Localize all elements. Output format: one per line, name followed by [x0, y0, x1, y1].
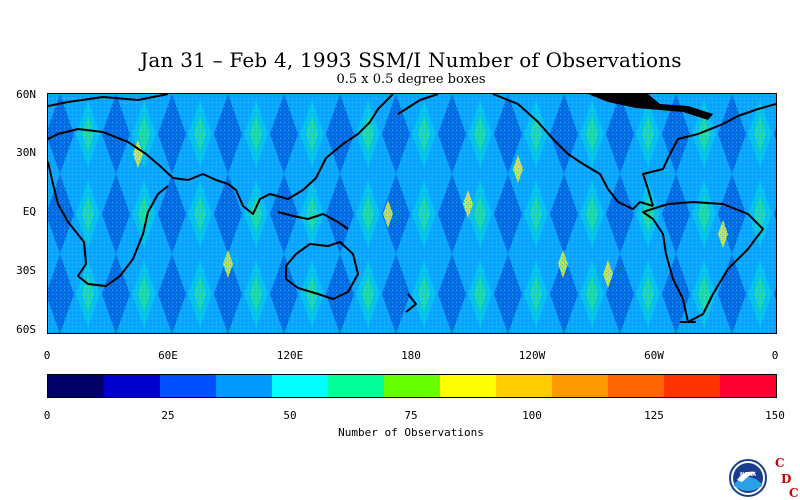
coast-indonesia [277, 211, 349, 230]
noaa-emblem-bird [737, 471, 756, 482]
polar-no-data [588, 94, 713, 120]
colorbar-segment [496, 375, 552, 397]
lat-label-30s: 30S [16, 264, 36, 277]
colorbar-tick-150: 150 [765, 409, 785, 422]
cdc-letter-d: D [781, 472, 791, 486]
colorbar-segment [664, 375, 720, 397]
stipple-texture [48, 94, 776, 333]
colorbar-segment [384, 375, 440, 397]
lon-label-0-west: 0 [43, 349, 51, 362]
colorbar-tick-75: 75 [404, 409, 418, 422]
lat-label-60s: 60S [16, 323, 36, 336]
colorbar-title: Number of Observations [338, 426, 484, 439]
heatmap-svg [48, 94, 776, 333]
coast-south-america [642, 201, 764, 323]
colorbar-tick-100: 100 [522, 409, 542, 422]
noaa-emblem-text: NOAA [740, 472, 756, 478]
colorbar-segment [48, 375, 104, 397]
colorbar-segment [104, 375, 160, 397]
cdc-letter-c2: C [789, 486, 799, 500]
colorbar-tick-125: 125 [644, 409, 664, 422]
coast-africa [48, 161, 169, 287]
lon-label-180: 180 [401, 349, 421, 362]
lon-label-120e: 120E [276, 349, 304, 362]
coast-kamchatka [397, 94, 439, 115]
colorbar-segment [160, 375, 216, 397]
lon-label-60w: 60W [644, 349, 664, 362]
lat-label-eq: EQ [22, 205, 36, 218]
colorbar-segment [440, 375, 496, 397]
coast-north-america-east [642, 103, 776, 207]
colorbar-tick-0: 0 [43, 409, 51, 422]
map-subtitle: 0.5 x 0.5 degree boxes [336, 72, 486, 87]
observation-heatmap [47, 93, 777, 334]
colorbar [47, 374, 777, 398]
colorbar-tick-25: 25 [161, 409, 175, 422]
coast-australia [285, 241, 359, 300]
map-title: Jan 31 – Feb 4, 1993 SSM/I Number of Obs… [140, 48, 682, 72]
lat-label-30n: 30N [16, 146, 36, 159]
coast-north-africa-mideast [48, 128, 217, 181]
coast-europe-north [48, 94, 169, 107]
colorbar-segment [328, 375, 384, 397]
lon-label-120w: 120W [518, 349, 546, 362]
noaa-cdc-logo: NOAA C D C [729, 456, 799, 500]
colorbar-segment [608, 375, 664, 397]
coast-north-america-west [492, 94, 654, 210]
coast-asia [215, 94, 394, 215]
lon-label-0-east: 0 [771, 349, 779, 362]
coast-new-zealand [405, 293, 417, 313]
arctic-no-data-region [588, 94, 713, 120]
lat-label-60n: 60N [16, 88, 36, 101]
colorbar-segment [216, 375, 272, 397]
coastlines [48, 94, 776, 323]
colorbar-segment [272, 375, 328, 397]
colorbar-tick-50: 50 [283, 409, 297, 422]
lon-label-60e: 60E [158, 349, 178, 362]
colorbar-segment [552, 375, 608, 397]
cdc-letter-c1: C [775, 456, 785, 470]
colorbar-segment [720, 375, 776, 397]
